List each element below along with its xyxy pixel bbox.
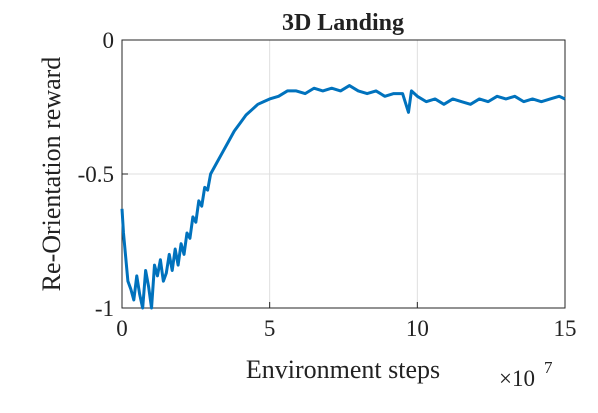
y-tick-label: -0.5 (78, 162, 114, 187)
y-tick-label: 0 (103, 28, 115, 53)
y-tick-label: -1 (95, 296, 114, 321)
y-axis-label: Re-Orientation reward (37, 57, 66, 292)
x-tick-label: 15 (554, 316, 577, 341)
x-scale-exponent: 7 (544, 358, 553, 377)
x-axis-label: Environment steps (246, 355, 440, 384)
chart-title: 3D Landing (282, 10, 404, 36)
x-tick-label: 10 (406, 316, 429, 341)
plot-frame (121, 39, 566, 309)
x-tick-label: 0 (116, 316, 128, 341)
data-line (120, 84, 566, 310)
x-tick-label: 5 (264, 316, 276, 341)
x-scale-base: ×10 (499, 366, 535, 391)
